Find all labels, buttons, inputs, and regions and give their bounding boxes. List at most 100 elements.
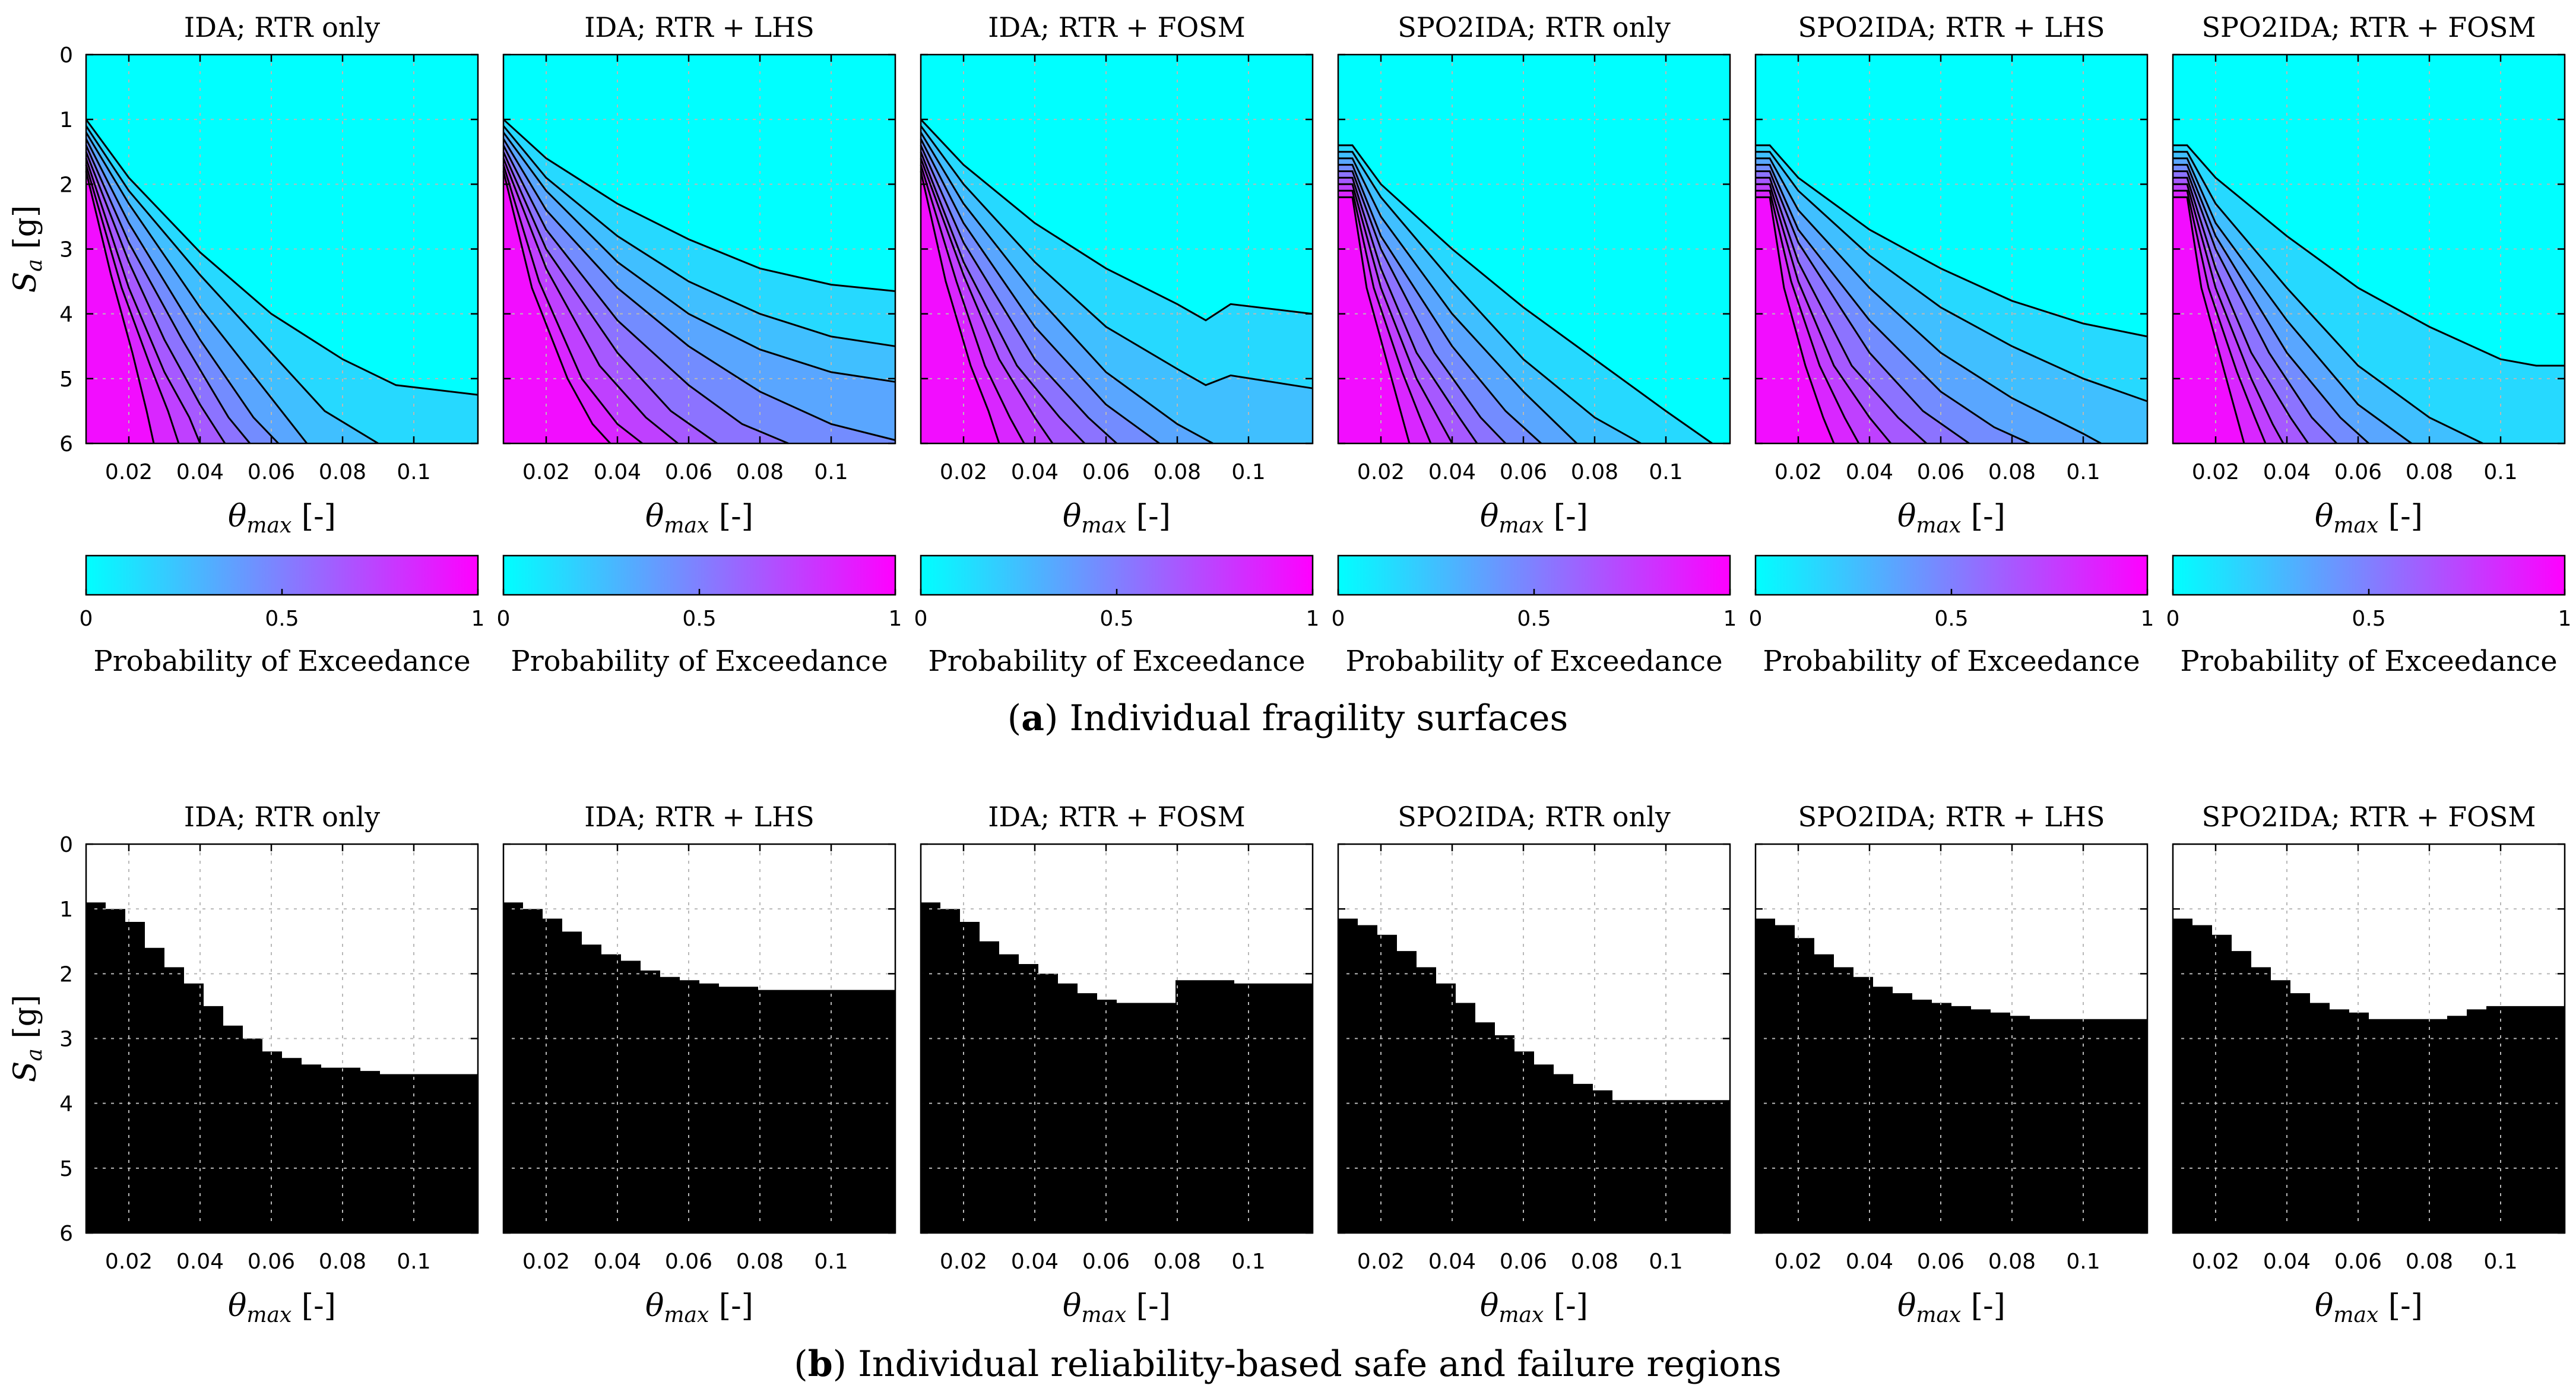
x-tick-label: 0.02 <box>940 1250 987 1274</box>
colorbar-label: Probability of Exceedance <box>1763 645 2140 678</box>
contour-line <box>920 164 1025 444</box>
x-tick-label: 0.02 <box>1775 1250 1822 1274</box>
probability-band <box>503 171 610 443</box>
x-tick-label: 0.08 <box>736 1250 784 1274</box>
reliability-panel-6: SPO2IDA; RTR + FOSM 0.02 0.04 0.06 0.08 0.1 θm… <box>2172 801 2566 1327</box>
x-tick-label: 0.02 <box>105 460 153 484</box>
contour-line <box>1756 176 1928 445</box>
panel-title: IDA; RTR only <box>184 11 380 43</box>
x-axis-symbol: θ <box>2315 499 2333 534</box>
x-axis-unit: [-] <box>709 499 753 534</box>
x-axis-symbol: θ <box>2315 1288 2333 1324</box>
y-axis-unit: [g] <box>8 205 43 259</box>
failure-region <box>2173 918 2565 1233</box>
fragility-panel-3: IDA; RTR + FOSM 0.02 0.04 0.06 0.08 0.1 θmax [… <box>920 11 1314 538</box>
colorbar-tick-label: 1 <box>471 607 485 631</box>
x-axis-symbol: θ <box>1480 1288 1498 1324</box>
x-axis-unit: [-] <box>291 499 336 534</box>
contour-line <box>502 145 789 445</box>
reliability-panel-4: SPO2IDA; RTR only 0.02 0.04 0.06 0.08 0.1 θmax… <box>1337 801 1731 1327</box>
contour-line <box>85 125 379 445</box>
colorbar-tick-label: 0 <box>497 607 511 631</box>
x-tick-label: 0.06 <box>1082 1250 1130 1274</box>
x-axis-symbol: θ <box>228 499 246 534</box>
x-axis-symbol: θ <box>1063 1288 1081 1324</box>
x-tick-label: 0.06 <box>1917 460 1965 484</box>
fragility-panel-1: IDA; RTR only 0.02 0.04 0.06 0.08 0.1 θmax [-]… <box>8 11 479 538</box>
colorbar-tick-label: 0 <box>914 607 928 631</box>
x-tick-label: 0.06 <box>1500 1250 1547 1274</box>
x-axis-subscript: max <box>664 1303 709 1327</box>
x-axis-subscript: max <box>1916 1303 1961 1327</box>
x-tick-label: 0.08 <box>1988 460 2036 484</box>
x-tick-label: 0.1 <box>1649 1250 1683 1274</box>
caption-b: (b) Individual reliability-based safe an… <box>794 1343 1781 1385</box>
panel-title: IDA; RTR + LHS <box>584 11 815 43</box>
y-axis-subscript: a <box>23 1048 47 1061</box>
x-axis-subscript: max <box>1916 513 1961 538</box>
x-tick-label: 0.08 <box>319 1250 366 1274</box>
y-axis-subscript: a <box>23 259 47 271</box>
colorbar-tick-label: 0.5 <box>1517 607 1551 631</box>
x-tick-label: 0.08 <box>1154 460 1201 484</box>
x-tick-label: 0.04 <box>2263 1250 2311 1274</box>
x-tick-label: 0.08 <box>1571 460 1618 484</box>
fragility-panel-5: SPO2IDA; RTR + LHS 0.02 0.04 0.06 0.08 0.1 θma… <box>1754 11 2149 538</box>
contour-line <box>85 171 155 444</box>
panel-title: SPO2IDA; RTR + FOSM <box>2201 11 2536 43</box>
x-axis-unit: [-] <box>2378 1288 2423 1324</box>
y-axis-label: Sa [g] <box>8 205 47 293</box>
contour-line <box>1756 157 2102 445</box>
x-axis-label: θmax [-] <box>1480 499 1588 538</box>
contour-line <box>920 119 1313 322</box>
x-axis-label: θmax [-] <box>228 1288 336 1327</box>
x-tick-label: 0.02 <box>105 1250 153 1274</box>
x-axis-symbol: θ <box>228 1288 246 1324</box>
contour-line <box>502 158 679 445</box>
colorbar-tick-label: 0.5 <box>682 607 716 631</box>
contour-line <box>2173 183 2285 444</box>
contour-line <box>85 119 479 396</box>
colorbar-label: Probability of Exceedance <box>928 645 1305 678</box>
x-tick-label: 0.02 <box>522 460 570 484</box>
colorbar-tick-label: 1 <box>889 607 902 631</box>
x-axis-label: θmax [-] <box>2315 1288 2423 1327</box>
contour-line <box>85 138 280 445</box>
x-axis-label: θmax [-] <box>228 499 336 538</box>
contour-line <box>2173 157 2412 445</box>
contour-line <box>920 145 1118 445</box>
fragility-panel-6: SPO2IDA; RTR + FOSM 0.02 0.04 0.06 0.08 0.1 θm… <box>2172 11 2566 538</box>
contour-line <box>1338 183 1453 444</box>
x-tick-label: 0.1 <box>814 1250 848 1274</box>
colorbar-label: Probability of Exceedance <box>93 645 470 678</box>
x-tick-label: 0.1 <box>397 460 430 484</box>
probability-band <box>86 171 154 443</box>
contour-line <box>2173 176 2309 444</box>
fragility-panel-4: SPO2IDA; RTR only 0.02 0.04 0.06 0.08 0.1 θmax… <box>1337 11 1731 538</box>
x-tick-label: 0.08 <box>1154 1250 1201 1274</box>
x-axis-symbol: θ <box>1063 499 1081 534</box>
x-axis-subscript: max <box>246 513 291 538</box>
contour-line <box>1756 183 1892 444</box>
x-axis-subscript: max <box>2333 1303 2378 1327</box>
x-tick-label: 0.06 <box>665 460 712 484</box>
contour-line <box>920 151 1086 445</box>
y-tick-label: 3 <box>59 1028 73 1052</box>
contour-line <box>1756 164 2030 445</box>
x-axis-unit: [-] <box>1544 1288 1588 1324</box>
y-axis-symbol: S <box>8 272 43 293</box>
y-axis-label: Sa [g] <box>8 995 47 1082</box>
probability-band <box>921 171 999 443</box>
x-tick-label: 0.08 <box>736 460 784 484</box>
contour-line <box>85 164 180 444</box>
colorbar-gradient <box>1754 554 2149 596</box>
x-tick-label: 0.04 <box>176 460 224 484</box>
panel-title: SPO2IDA; RTR only <box>1398 801 1671 833</box>
colorbar-label: Probability of Exceedance <box>1345 645 1722 678</box>
y-tick-label: 3 <box>59 238 73 262</box>
failure-region <box>1756 918 2147 1233</box>
